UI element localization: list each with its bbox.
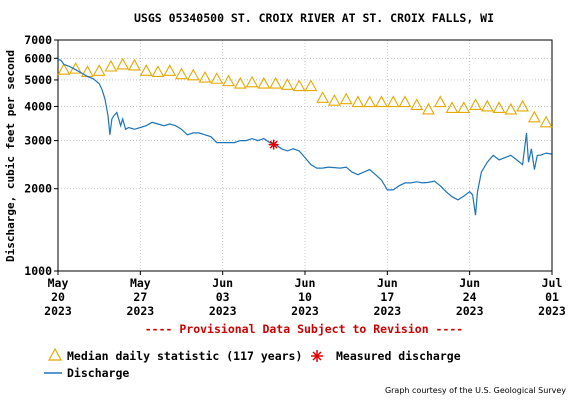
y-axis-ticks: 1000 2000 3000 4000 5000 6000 7000: [24, 33, 58, 278]
median-point: [539, 115, 553, 128]
median-point: [92, 64, 106, 76]
median-point: [257, 76, 271, 89]
median-point: [398, 95, 412, 108]
x-tick-label: 17: [380, 290, 394, 304]
provisional-notice: ---- Provisional Data Subject to Revisio…: [145, 322, 464, 336]
x-tick-label: 2023: [44, 304, 72, 318]
plot-frame: [57, 39, 553, 272]
median-daily-series: [57, 57, 553, 128]
chart-title: USGS 05340500 ST. CROIX RIVER AT ST. CRO…: [134, 11, 494, 25]
legend-median-triangle-icon: [47, 347, 63, 361]
median-point: [186, 68, 200, 81]
x-tick-label: 2023: [209, 304, 237, 318]
x-tick-label: 2023: [291, 304, 319, 318]
legend-measured-label: Measured discharge: [336, 349, 461, 363]
x-tick-label: Jun: [295, 276, 316, 290]
x-tick-label: 10: [298, 290, 312, 304]
x-tick-label: 2023: [373, 304, 401, 318]
median-point: [116, 57, 130, 70]
x-tick-label: May: [130, 276, 151, 290]
median-point: [469, 98, 482, 111]
median-point: [316, 91, 330, 103]
median-point: [527, 110, 541, 123]
median-point: [80, 65, 94, 77]
median-point: [139, 64, 153, 76]
legend-discharge-label: Discharge: [67, 366, 129, 380]
grid-lines: [58, 40, 552, 271]
median-point: [480, 99, 494, 112]
median-point: [104, 59, 118, 72]
x-tick-label: 2023: [456, 304, 484, 318]
y-tick-label: 1000: [24, 264, 52, 278]
x-tick-label: Jul: [542, 276, 563, 290]
y-tick-label: 6000: [24, 51, 52, 65]
x-tick-label: 27: [133, 290, 147, 304]
median-point: [516, 99, 530, 112]
x-tick-label: May: [48, 276, 69, 290]
x-tick-label: 03: [216, 290, 230, 304]
median-point: [151, 65, 165, 77]
median-point: [233, 76, 247, 89]
median-point: [422, 102, 435, 115]
median-point: [375, 95, 388, 108]
median-point: [386, 95, 400, 108]
legend-measured-star-icon: [311, 350, 323, 362]
legend: Median daily statistic (117 years) Measu…: [44, 347, 461, 380]
median-point: [175, 67, 188, 80]
measured-point: [268, 139, 279, 150]
median-point: [433, 95, 447, 108]
x-tick-label: 20: [51, 290, 65, 304]
y-tick-label: 4000: [24, 99, 52, 113]
median-point: [410, 98, 424, 111]
x-tick-label: 2023: [538, 304, 566, 318]
y-tick-label: 2000: [24, 182, 52, 196]
x-axis-ticks: May202023May272023Jun032023Jun102023Jun1…: [44, 271, 566, 318]
median-point: [128, 58, 141, 71]
median-point: [210, 72, 224, 84]
x-tick-label: 24: [463, 290, 477, 304]
median-point: [245, 75, 259, 88]
x-tick-label: 01: [545, 290, 559, 304]
y-tick-label: 5000: [24, 73, 52, 87]
median-point: [198, 70, 212, 83]
measured-discharge-series: [268, 139, 279, 150]
median-point: [163, 64, 177, 76]
median-point: [292, 79, 306, 92]
y-axis-label: Discharge, cubic feet per second: [4, 50, 17, 262]
median-point: [269, 76, 283, 89]
median-point: [351, 95, 365, 108]
x-tick-label: 2023: [126, 304, 154, 318]
median-point: [492, 101, 506, 113]
median-point: [339, 92, 353, 105]
x-tick-label: Jun: [377, 276, 398, 290]
median-point: [57, 63, 71, 75]
credit-note: Graph courtesy of the U.S. Geological Su…: [385, 386, 566, 395]
median-point: [304, 79, 318, 92]
median-point: [504, 102, 518, 115]
y-tick-label: 7000: [24, 33, 52, 47]
median-point: [457, 101, 471, 113]
legend-median-label: Median daily statistic (117 years): [67, 349, 302, 363]
median-point: [280, 78, 294, 90]
discharge-series-line: [57, 58, 552, 216]
median-point: [222, 74, 235, 87]
median-point: [445, 101, 459, 113]
x-tick-label: Jun: [212, 276, 233, 290]
median-point: [327, 93, 341, 106]
median-point: [363, 95, 377, 108]
y-tick-label: 3000: [24, 134, 52, 148]
x-tick-label: Jun: [459, 276, 480, 290]
